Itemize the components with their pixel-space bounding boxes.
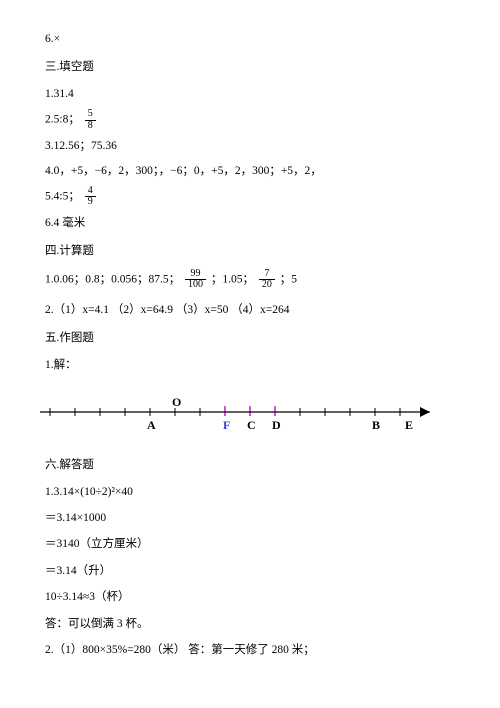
s4-l1b: ；1.05；	[211, 273, 254, 285]
section-5-title: 五.作图题	[45, 329, 455, 347]
frac-den: 9	[85, 196, 96, 208]
s4-l1a: 1.0.06；0.8；0.056；87.5；	[45, 273, 180, 285]
svg-text:E: E	[405, 418, 413, 432]
s6-l3: ＝3140（立方厘米）	[45, 535, 455, 553]
s3-l5: 5.4:5； 4 9	[45, 186, 455, 208]
fraction-4-9: 4 9	[85, 186, 96, 208]
section-4-title: 四.计算题	[45, 242, 455, 260]
s5-l1: 1.解：	[45, 356, 455, 374]
s6-l7: 2.（1）800×35%=280（米） 答：第一天修了 280 米；	[45, 641, 455, 659]
frac-num: 4	[85, 186, 96, 197]
svg-text:A: A	[147, 418, 156, 432]
s4-l1: 1.0.06；0.8；0.056；87.5； 99 100 ；1.05； 7 2…	[45, 269, 455, 291]
s6-l4: ＝3.14（升）	[45, 562, 455, 580]
fraction-99-100: 99 100	[185, 269, 206, 291]
s3-l2: 2.5:8； 5 8	[45, 109, 455, 131]
fraction-7-20: 7 20	[259, 269, 275, 291]
s6-l2: ＝3.14×1000	[45, 509, 455, 527]
frac-den: 20	[259, 279, 275, 291]
s3-l4: 4.0，+5，−6，2，300；，−6；0，+5，2，300；+5，2，	[45, 162, 455, 180]
s6-l6: 答：可以倒满 3 杯。	[45, 615, 455, 633]
number-line-diagram: O A F C D B E	[25, 392, 455, 442]
frac-den: 100	[185, 279, 206, 291]
fraction-5-8: 5 8	[85, 109, 96, 131]
frac-num: 7	[259, 269, 275, 280]
s3-l1: 1.31.4	[45, 85, 455, 103]
section-3-title: 三.填空题	[45, 58, 455, 76]
svg-text:C: C	[247, 418, 256, 432]
svg-text:B: B	[372, 418, 380, 432]
section-6-title: 六.解答题	[45, 456, 455, 474]
svg-text:O: O	[172, 395, 181, 409]
s3-l2-pre: 2.5:8；	[45, 114, 80, 126]
svg-text:F: F	[223, 418, 230, 432]
s4-l2: 2.（1）x=4.1 （2）x=64.9 （3）x=50 （4）x=264	[45, 301, 455, 319]
s3-l5-pre: 5.4:5；	[45, 191, 80, 203]
frac-den: 8	[85, 120, 96, 132]
svg-text:D: D	[272, 418, 281, 432]
s3-l3: 3.12.56；75.36	[45, 137, 455, 155]
frac-num: 99	[185, 269, 206, 280]
s3-l6: 6.4 毫米	[45, 214, 455, 232]
s6-l1: 1.3.14×(10÷2)²×40	[45, 483, 455, 501]
item-6x: 6.×	[45, 30, 455, 48]
s4-l1c: ；5	[280, 273, 297, 285]
s6-l5: 10÷3.14≈3（杯）	[45, 588, 455, 606]
frac-num: 5	[85, 109, 96, 120]
